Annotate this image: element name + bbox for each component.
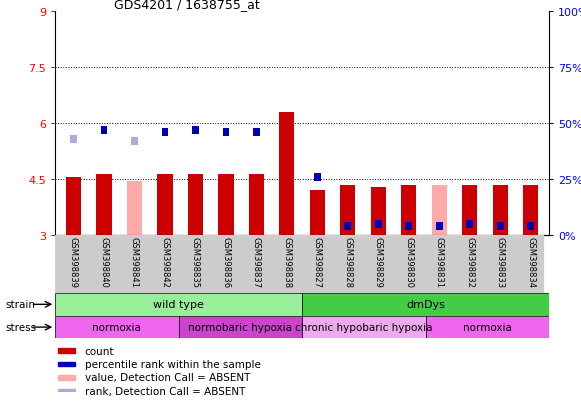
Bar xyxy=(58,389,75,393)
Text: GSM398834: GSM398834 xyxy=(526,237,535,287)
Bar xyxy=(302,293,549,316)
Text: GSM398830: GSM398830 xyxy=(404,237,413,287)
Text: GSM398835: GSM398835 xyxy=(191,237,200,287)
Bar xyxy=(58,349,75,353)
Text: strain: strain xyxy=(6,299,36,310)
Bar xyxy=(55,293,302,316)
Bar xyxy=(66,178,81,235)
Text: count: count xyxy=(85,346,114,356)
Bar xyxy=(432,185,447,235)
Bar xyxy=(253,129,260,137)
Text: normobaric hypoxia: normobaric hypoxia xyxy=(188,322,292,332)
Bar xyxy=(314,173,321,182)
Bar xyxy=(249,174,264,235)
Text: GSM398839: GSM398839 xyxy=(69,237,78,287)
Bar xyxy=(302,316,425,339)
Bar xyxy=(58,362,75,366)
Bar xyxy=(127,182,142,235)
Text: GSM398833: GSM398833 xyxy=(496,237,505,287)
Text: rank, Detection Call = ABSENT: rank, Detection Call = ABSENT xyxy=(85,386,245,396)
Text: GDS4201 / 1638755_at: GDS4201 / 1638755_at xyxy=(114,0,260,11)
Text: GSM398828: GSM398828 xyxy=(343,237,352,287)
Text: GSM398829: GSM398829 xyxy=(374,237,383,287)
Bar xyxy=(310,191,325,235)
Bar xyxy=(192,126,199,135)
Bar xyxy=(96,174,112,235)
Bar xyxy=(467,220,473,228)
Bar xyxy=(425,316,549,339)
Text: GSM398838: GSM398838 xyxy=(282,237,292,287)
Text: GSM398840: GSM398840 xyxy=(99,237,109,287)
Bar xyxy=(223,129,229,137)
Bar xyxy=(179,316,302,339)
Bar xyxy=(406,222,412,230)
Bar xyxy=(340,185,356,235)
Bar xyxy=(462,185,478,235)
Text: dmDys: dmDys xyxy=(406,299,445,310)
Text: wild type: wild type xyxy=(153,299,204,310)
Bar xyxy=(162,129,168,137)
Text: GSM398842: GSM398842 xyxy=(160,237,170,287)
Text: GSM398836: GSM398836 xyxy=(221,237,231,287)
Text: GSM398841: GSM398841 xyxy=(130,237,139,287)
Bar xyxy=(101,126,107,135)
Text: GSM398831: GSM398831 xyxy=(435,237,444,287)
Text: stress: stress xyxy=(6,322,37,332)
Bar xyxy=(345,222,351,230)
Bar xyxy=(279,113,295,235)
Bar xyxy=(131,138,138,146)
Bar xyxy=(70,135,77,144)
Bar xyxy=(523,185,539,235)
Bar xyxy=(218,174,234,235)
Text: GSM398827: GSM398827 xyxy=(313,237,322,287)
Bar xyxy=(497,222,504,230)
Text: normoxia: normoxia xyxy=(92,322,141,332)
Text: GSM398837: GSM398837 xyxy=(252,237,261,287)
Bar xyxy=(401,185,417,235)
Text: value, Detection Call = ABSENT: value, Detection Call = ABSENT xyxy=(85,373,250,382)
Text: GSM398832: GSM398832 xyxy=(465,237,474,287)
Bar xyxy=(157,174,173,235)
Text: percentile rank within the sample: percentile rank within the sample xyxy=(85,359,261,369)
Bar xyxy=(371,187,386,235)
Bar xyxy=(375,220,382,228)
Bar xyxy=(58,375,75,380)
Text: chronic hypobaric hypoxia: chronic hypobaric hypoxia xyxy=(295,322,433,332)
Bar xyxy=(528,222,534,230)
Bar xyxy=(188,174,203,235)
Text: normoxia: normoxia xyxy=(463,322,512,332)
Bar xyxy=(436,222,443,230)
Bar xyxy=(55,316,179,339)
Bar xyxy=(493,185,508,235)
